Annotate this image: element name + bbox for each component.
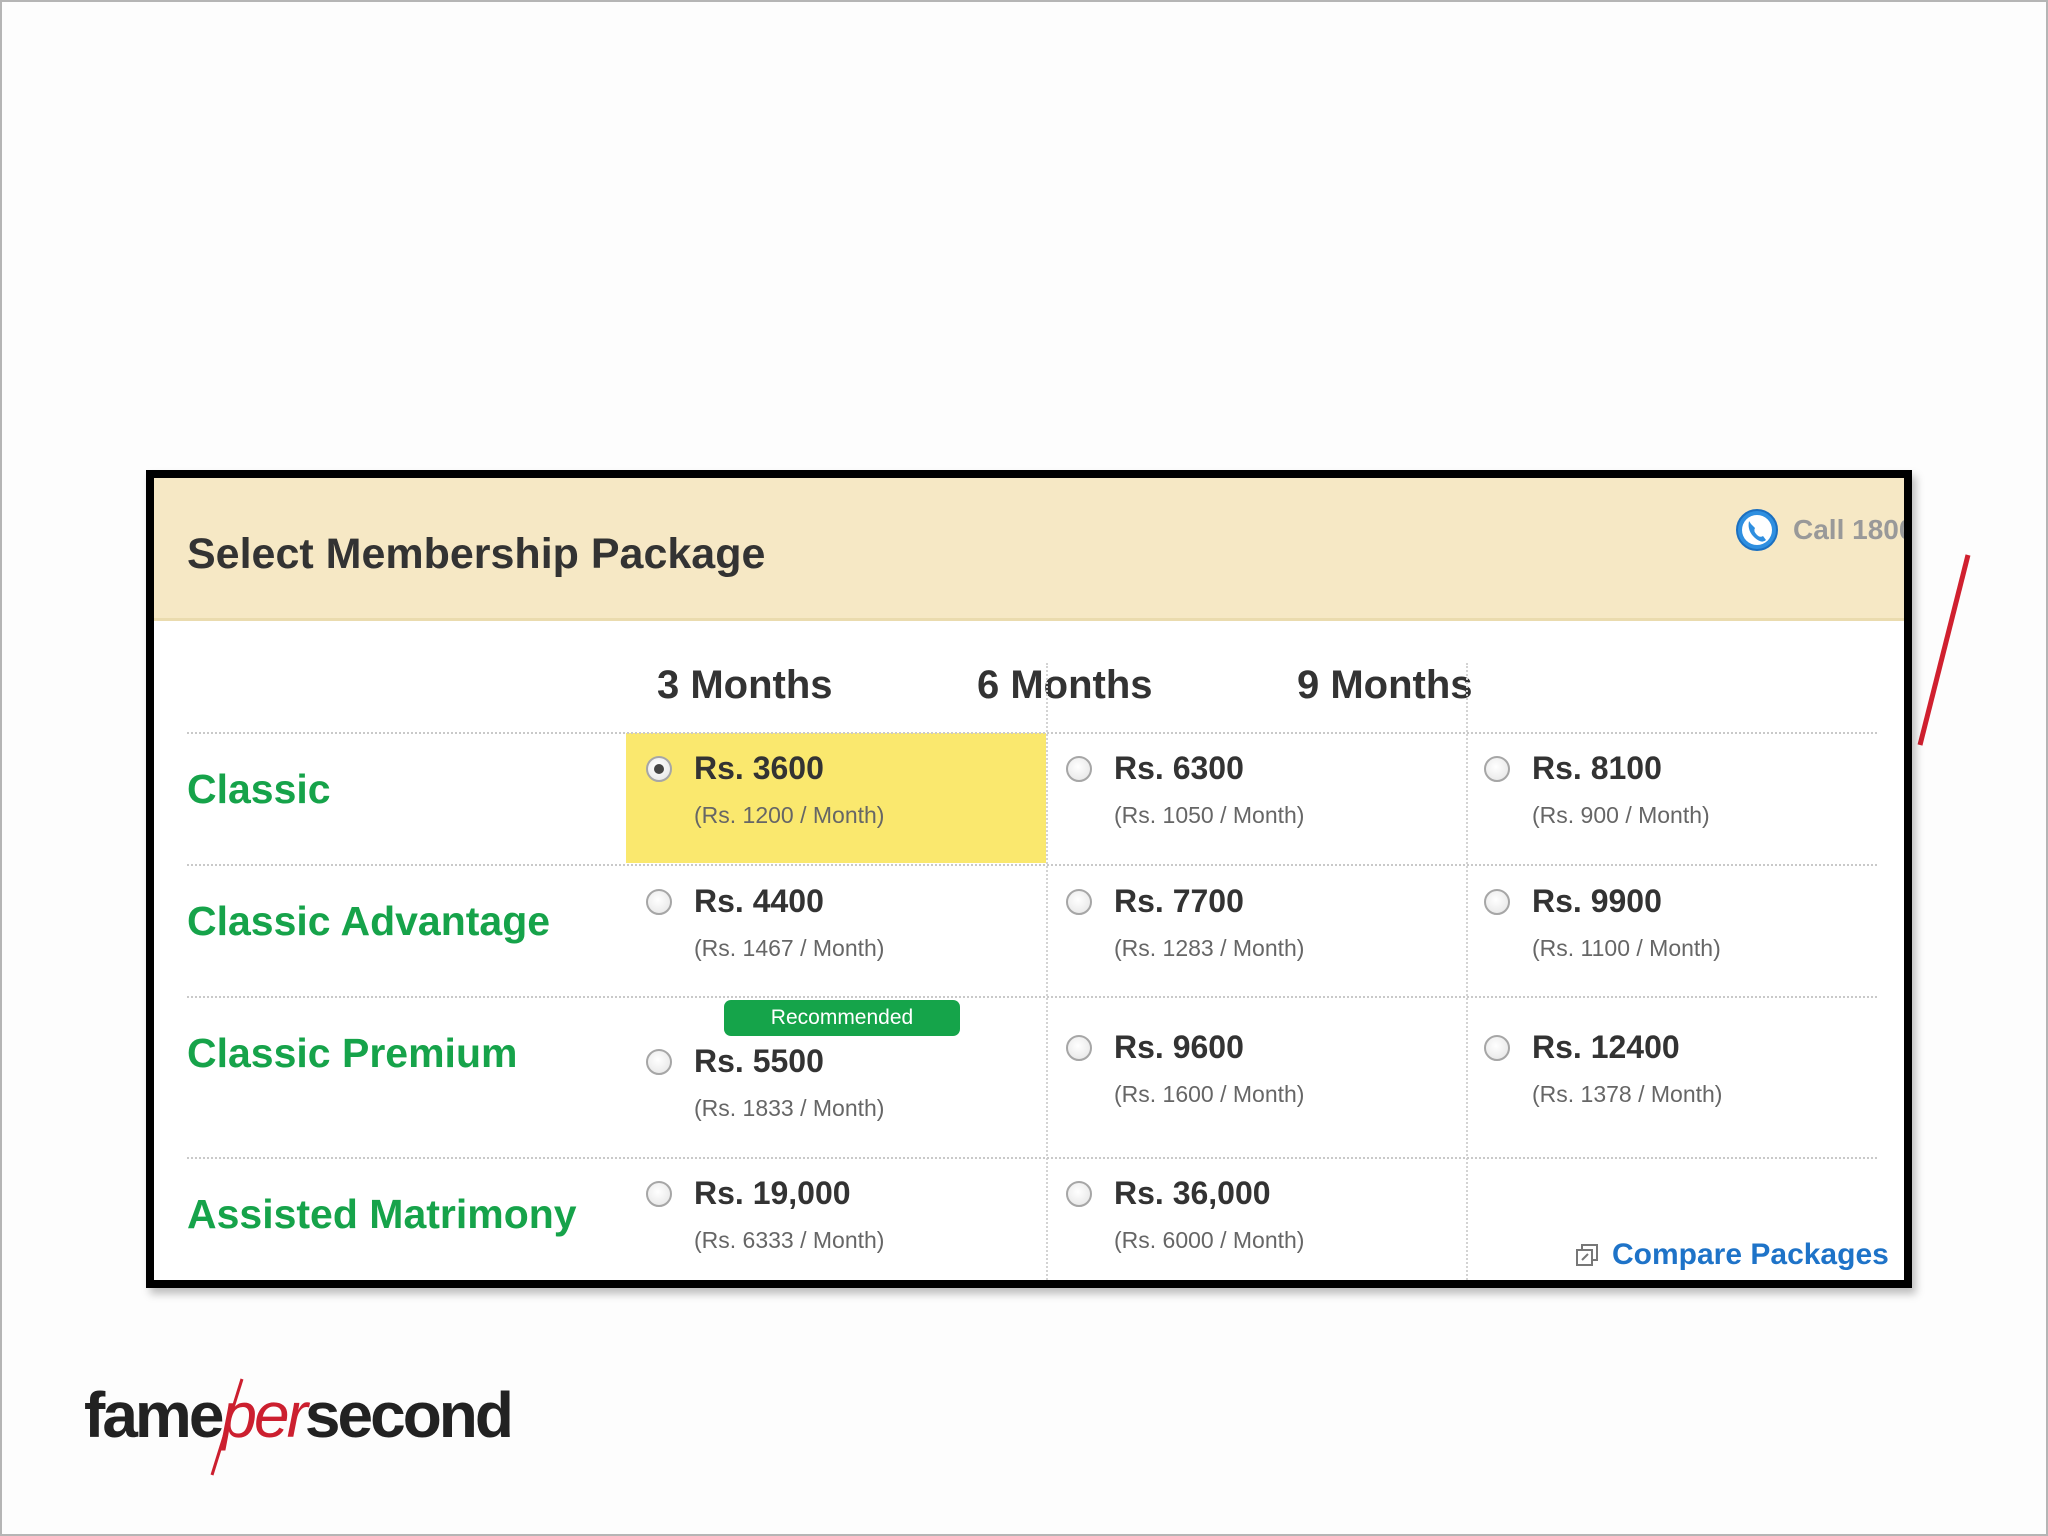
radio-button-selected[interactable] — [646, 756, 672, 782]
compare-packages-link[interactable]: Compare Packages — [1574, 1238, 1889, 1272]
radio-button[interactable] — [646, 1181, 672, 1207]
per-month-price: (Rs. 1600 / Month) — [1114, 1081, 1305, 1107]
brand-logo: famepersecond — [84, 1375, 514, 1485]
package-name-assisted-matrimony: Assisted Matrimony — [187, 1191, 577, 1237]
radio-button[interactable] — [1066, 1035, 1092, 1061]
price: Rs. 12400 — [1532, 1029, 1680, 1065]
recommended-badge: Recommended — [724, 1000, 960, 1036]
column-header-3-months: 3 Months — [657, 663, 833, 707]
brand-logo-part: second — [304, 1379, 514, 1451]
per-month-price: (Rs. 1833 / Month) — [694, 1095, 885, 1121]
per-month-price: (Rs. 900 / Month) — [1532, 802, 1710, 828]
call-link[interactable]: Call 1800 — [1735, 508, 1912, 552]
radio-button[interactable] — [1066, 889, 1092, 915]
price: Rs. 36,000 — [1114, 1175, 1271, 1211]
price: Rs. 3600 — [694, 750, 824, 786]
price: Rs. 7700 — [1114, 883, 1244, 919]
per-month-price: (Rs. 1283 / Month) — [1114, 935, 1305, 961]
column-header-6-months: 6 Months — [977, 663, 1153, 707]
column-header-9-months: 9 Months — [1297, 663, 1473, 707]
radio-button[interactable] — [1484, 889, 1510, 915]
compare-icon — [1576, 1244, 1598, 1266]
radio-button[interactable] — [1066, 756, 1092, 782]
per-month-price: (Rs. 6333 / Month) — [694, 1227, 885, 1253]
column-divider — [1046, 663, 1048, 1280]
column-divider — [1466, 663, 1468, 1280]
per-month-price: (Rs. 6000 / Month) — [1114, 1227, 1305, 1253]
radio-button[interactable] — [1484, 1035, 1510, 1061]
per-month-price: (Rs. 1467 / Month) — [694, 935, 885, 961]
brand-logo-part: fame — [84, 1379, 224, 1451]
price: Rs. 4400 — [694, 883, 824, 919]
selected-cell-highlight — [626, 733, 1046, 863]
row-divider — [187, 1283, 1877, 1285]
membership-panel: Select Membership Package Call 1800 3 Mo… — [146, 470, 1912, 1288]
radio-button[interactable] — [646, 1049, 672, 1075]
red-pointer-line — [1917, 554, 1971, 746]
compare-packages-text: Compare Packages — [1612, 1238, 1889, 1271]
price: Rs. 9900 — [1532, 883, 1662, 919]
radio-button[interactable] — [1484, 756, 1510, 782]
panel-header: Select Membership Package Call 1800 — [154, 478, 1904, 621]
price: Rs. 5500 — [694, 1043, 824, 1079]
brand-logo-slash — [210, 1378, 244, 1476]
row-divider — [187, 1157, 1877, 1159]
per-month-price: (Rs. 1200 / Month) — [694, 802, 885, 828]
per-month-price: (Rs. 1050 / Month) — [1114, 802, 1305, 828]
row-divider — [187, 996, 1877, 998]
phone-icon — [1736, 509, 1778, 551]
brand-logo-part: per — [221, 1379, 307, 1451]
package-name-classic: Classic — [187, 766, 331, 812]
price: Rs. 6300 — [1114, 750, 1244, 786]
price: Rs. 8100 — [1532, 750, 1662, 786]
row-divider — [187, 732, 1877, 734]
call-number: Call 1800 — [1793, 514, 1912, 545]
price: Rs. 9600 — [1114, 1029, 1244, 1065]
row-divider — [187, 864, 1877, 866]
radio-button[interactable] — [646, 889, 672, 915]
per-month-price: (Rs. 1100 / Month) — [1532, 935, 1721, 961]
package-name-classic-premium: Classic Premium — [187, 1030, 518, 1076]
package-name-classic-advantage: Classic Advantage — [187, 898, 551, 944]
radio-button[interactable] — [1066, 1181, 1092, 1207]
page-title: Select Membership Package — [187, 530, 766, 578]
per-month-price: (Rs. 1378 / Month) — [1532, 1081, 1723, 1107]
price: Rs. 19,000 — [694, 1175, 851, 1211]
